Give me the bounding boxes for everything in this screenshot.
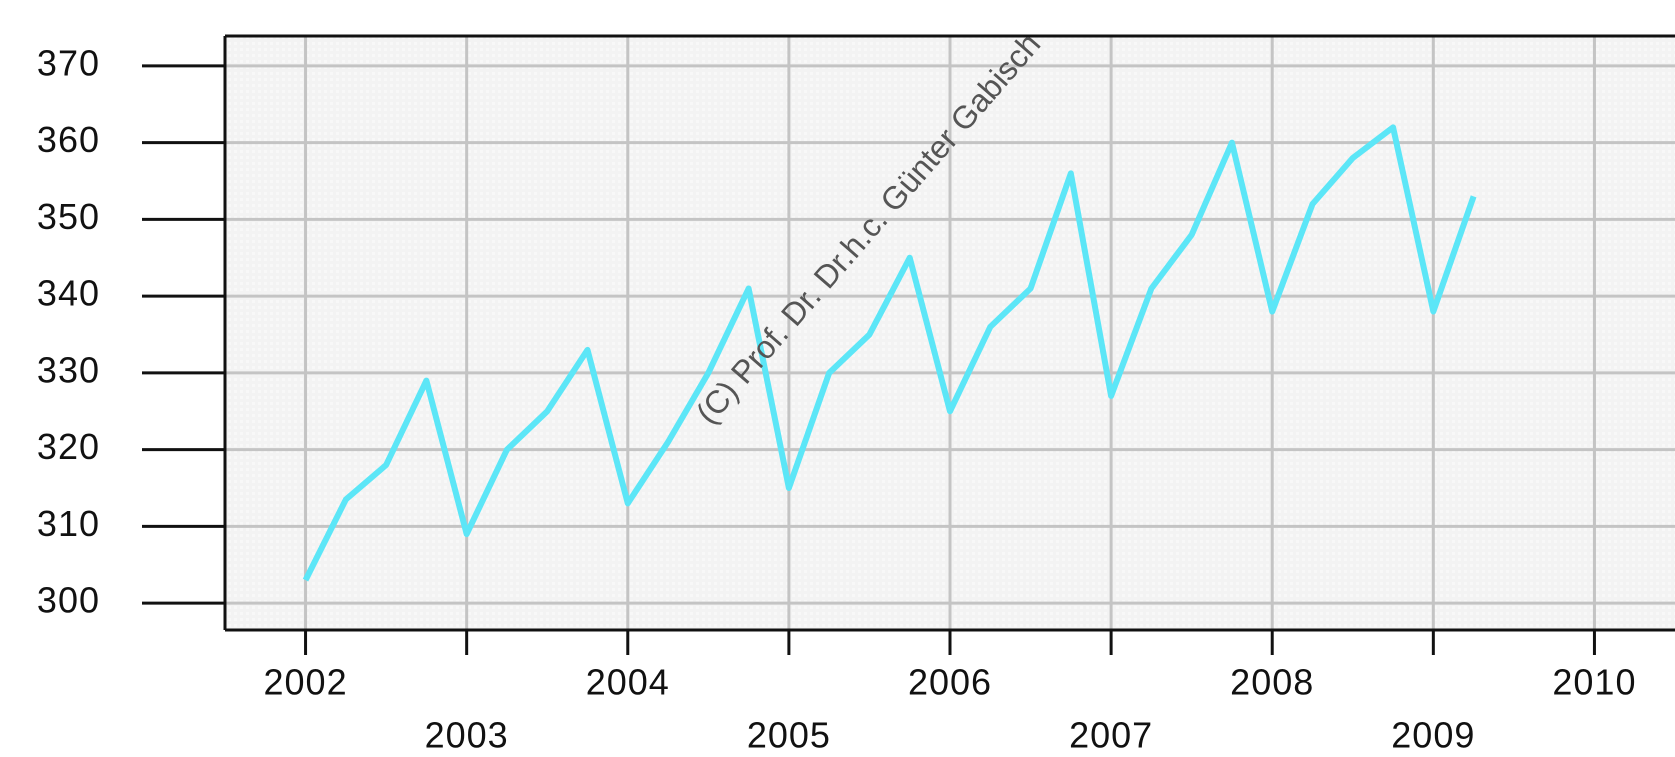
x-tick-label: 2003 (425, 715, 509, 756)
y-tick-label: 340 (37, 273, 100, 314)
y-tick-label: 320 (37, 426, 100, 467)
x-tick-label: 2006 (908, 662, 992, 703)
x-tick-label: 2010 (1552, 662, 1636, 703)
y-tick-label: 330 (37, 349, 100, 390)
y-tick-label: 310 (37, 503, 100, 544)
x-tick-label: 2004 (586, 662, 670, 703)
x-tick-label: 2005 (747, 715, 831, 756)
data-line (302, 124, 1477, 582)
x-tick-label: 2007 (1069, 715, 1153, 756)
x-tick-label: 2002 (264, 662, 348, 703)
y-tick-label: 370 (37, 42, 100, 83)
y-tick-label: 300 (37, 580, 100, 621)
y-tick-label: 360 (37, 119, 100, 160)
x-tick-label: 2008 (1230, 662, 1314, 703)
x-tick-label: 2009 (1391, 715, 1475, 756)
y-tick-label: 350 (37, 196, 100, 237)
